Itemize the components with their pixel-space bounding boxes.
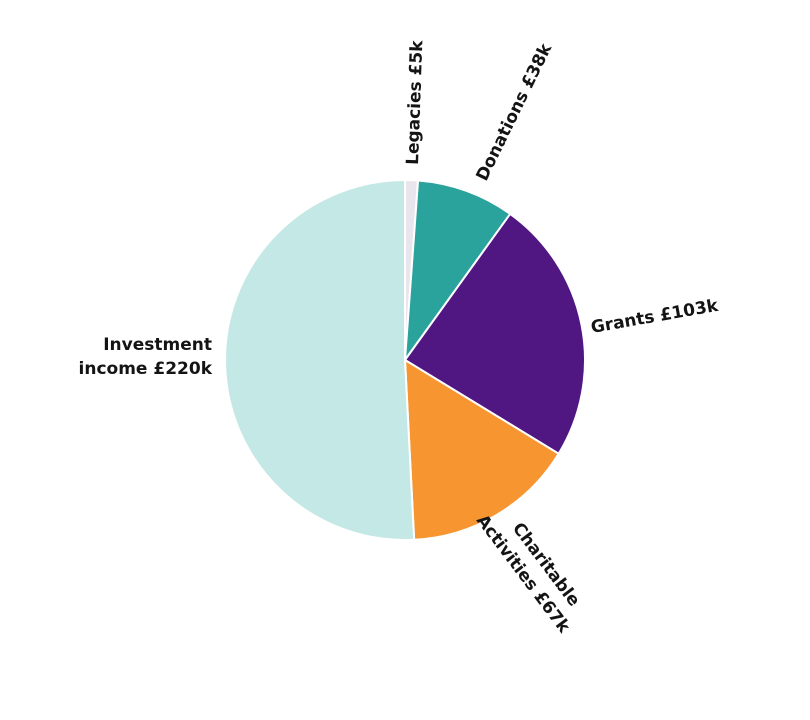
- slice-label-investment-income-220k: Investment income £220k: [79, 335, 213, 379]
- slice-label-line: Legacies £5k: [403, 39, 427, 165]
- slice-label-grants-103k: Grants £103k: [589, 296, 720, 338]
- slice-label-charitable-activities-67k: CharitableActivities £67k: [472, 497, 593, 638]
- pie-slice-grants-103k: [404, 212, 586, 455]
- slice-label-line: Donations £38k: [473, 40, 557, 184]
- slice-label-donations-38k: Donations £38k: [473, 40, 557, 184]
- pie-slice-donations-38k: [404, 179, 512, 361]
- slice-label-line: Investment: [103, 335, 212, 355]
- slice-label-legacies-5k: Legacies £5k: [403, 39, 427, 165]
- slice-label-line: income £220k: [79, 359, 213, 379]
- slice-label-line: Grants £103k: [589, 296, 720, 338]
- pie-slice-investment-income-220k: [224, 179, 416, 541]
- pie-slices: [224, 178, 586, 541]
- pie-slice-charitable-activities-67k: [404, 359, 560, 541]
